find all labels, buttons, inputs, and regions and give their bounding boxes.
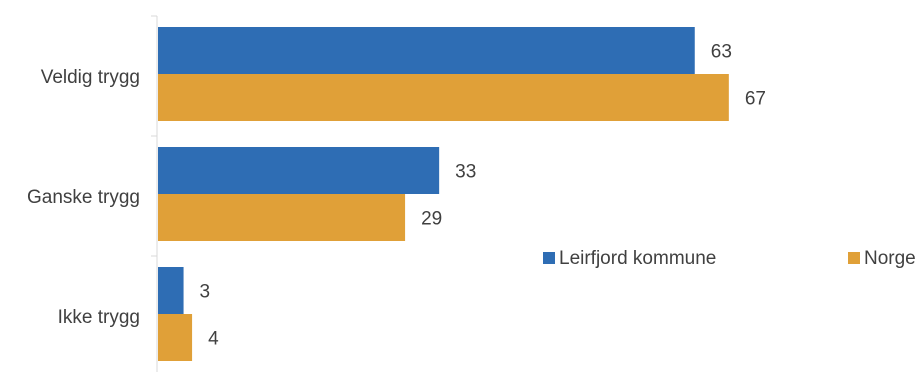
legend: Leirfjord kommune Norge [543,248,916,269]
bar-leirfjord [158,27,695,74]
category-label: Veldig trygg [41,67,140,88]
bar-leirfjord [158,147,440,194]
bar-leirfjord [158,267,184,314]
category-label: Ganske trygg [27,187,140,208]
legend-label: Norge [864,248,916,269]
bar-norge [158,194,406,241]
bar-norge [158,314,193,361]
category-axis [151,15,158,372]
value-label: 67 [745,89,766,110]
value-label: 33 [455,162,476,183]
value-label: 3 [200,282,211,303]
value-label: 4 [208,329,219,350]
legend-swatch [848,252,860,264]
legend-swatch [543,252,555,264]
value-label: 63 [711,42,732,63]
bars [158,27,729,361]
bar-norge [158,74,729,121]
category-label: Ikke trygg [58,307,140,328]
value-label: 29 [421,209,442,230]
category-labels: Veldig trygg Ganske trygg Ikke trygg [27,67,140,328]
value-labels: 63 67 33 29 3 4 [200,42,766,350]
legend-label: Leirfjord kommune [559,248,716,269]
